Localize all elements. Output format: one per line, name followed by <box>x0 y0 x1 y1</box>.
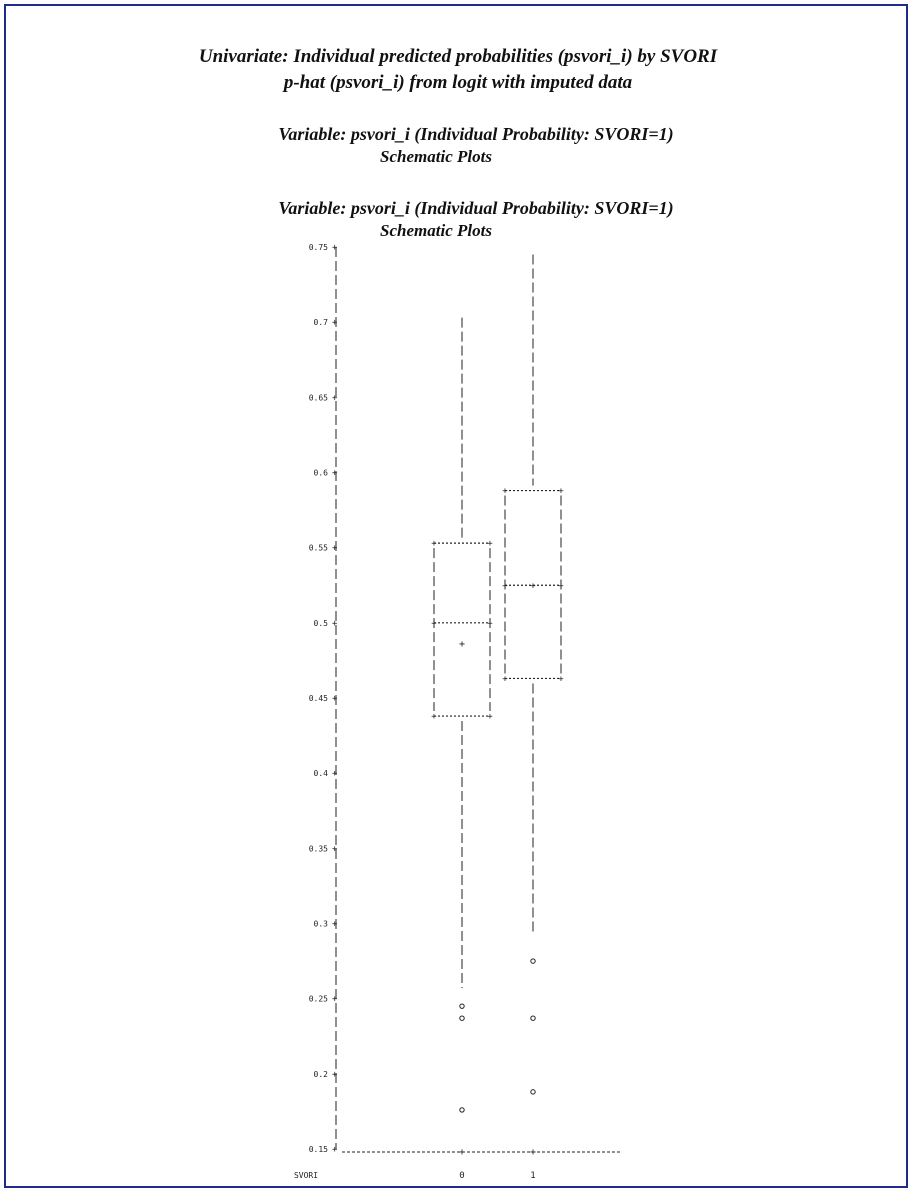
y-tick-mark: + <box>332 1145 338 1155</box>
plot-heading-2: Schematic Plots <box>380 221 492 240</box>
box-0-q1-corner-left: + <box>431 712 437 722</box>
y-tick-label: 0.25 <box>309 995 328 1004</box>
y-tick-mark: + <box>332 694 338 704</box>
box-1-median-corner-left: + <box>502 581 508 591</box>
y-tick-label: 0.75 <box>309 243 328 252</box>
box-1-outlier-point <box>530 1089 536 1095</box>
box-0-outlier-point <box>459 1015 465 1021</box>
y-tick-mark: + <box>332 393 338 403</box>
y-tick-mark: + <box>332 995 338 1005</box>
box-1-q1-corner-right: + <box>558 674 564 684</box>
document-frame: Univariate: Individual predicted probabi… <box>4 4 908 1188</box>
box-1-outlier-point <box>530 1015 536 1021</box>
y-tick-label: 0.7 <box>314 318 329 327</box>
box-0-mean-marker: + <box>459 639 465 650</box>
box-0-q3-corner-right: + <box>487 539 493 549</box>
box-1-outlier-point <box>530 958 536 964</box>
y-tick-label: 0.2 <box>314 1070 329 1079</box>
box-1-median-corner-right: + <box>558 581 564 591</box>
variable-heading-2: Variable: psvori_i (Individual Probabili… <box>278 198 674 218</box>
y-tick-label: 0.35 <box>309 844 328 853</box>
box-0-outlier-point <box>459 1003 465 1009</box>
plot-heading-1: Schematic Plots <box>380 147 492 166</box>
x-tick-label: 0 <box>459 1171 464 1181</box>
y-tick-mark: + <box>332 1070 338 1080</box>
variable-heading-1: Variable: psvori_i (Individual Probabili… <box>278 124 674 144</box>
box-0-median-corner-left: + <box>431 619 437 629</box>
y-tick-mark: + <box>332 619 338 629</box>
box-0-q1-corner-right: + <box>487 712 493 722</box>
y-tick-label: 0.45 <box>309 694 328 703</box>
schematic-boxplot-chart: +0.75+0.7+0.65+0.6+0.55+0.5+0.45+0.4+0.3… <box>294 243 621 1181</box>
box-1-q3-corner-right: + <box>558 487 564 497</box>
y-tick-label: 0.3 <box>314 920 329 929</box>
box-0-median-corner-right: + <box>487 619 493 629</box>
chart-subtitle: p-hat (psvori_i) from logit with imputed… <box>283 72 633 93</box>
y-tick-mark: + <box>332 469 338 479</box>
x-tick-mark: + <box>530 1147 536 1158</box>
y-tick-mark: + <box>332 243 338 253</box>
box-0-q3-corner-left: + <box>431 539 437 549</box>
y-tick-label: 0.5 <box>314 619 329 628</box>
x-tick-mark: + <box>459 1147 465 1158</box>
box-0-outlier-point <box>459 1107 465 1113</box>
y-tick-label: 0.4 <box>314 769 329 778</box>
x-tick-label: 1 <box>530 1171 535 1181</box>
y-tick-label: 0.65 <box>309 393 328 402</box>
chart-title: Univariate: Individual predicted probabi… <box>198 46 718 67</box>
box-1-q1-corner-left: + <box>502 674 508 684</box>
y-tick-mark: + <box>332 318 338 328</box>
y-tick-mark: + <box>332 920 338 930</box>
x-axis-label: SVORI <box>294 1171 318 1180</box>
y-tick-label: 0.6 <box>314 469 329 478</box>
y-tick-mark: + <box>332 844 338 854</box>
y-tick-label: 0.15 <box>309 1145 328 1154</box>
y-tick-mark: + <box>332 769 338 779</box>
y-tick-mark: + <box>332 544 338 554</box>
y-tick-label: 0.55 <box>309 544 328 553</box>
box-1-q3-corner-left: + <box>502 487 508 497</box>
box-1-median-mid: + <box>530 581 536 591</box>
